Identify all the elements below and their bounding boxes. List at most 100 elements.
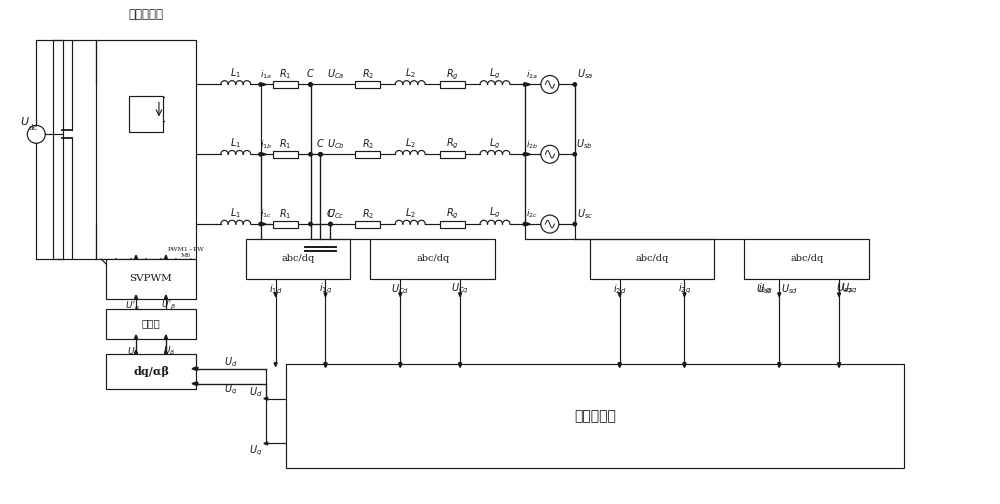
Polygon shape [399,363,402,366]
Circle shape [259,153,262,156]
Text: SVPWM: SVPWM [130,274,172,283]
Circle shape [329,222,332,226]
Polygon shape [838,293,841,297]
Text: $R_1$: $R_1$ [279,207,291,221]
Text: $i_{2q}$: $i_{2q}$ [758,282,771,296]
Text: $U_{sc}$: $U_{sc}$ [577,207,593,221]
Text: $L_2$: $L_2$ [405,206,416,220]
Polygon shape [263,83,266,86]
Polygon shape [264,397,268,400]
Bar [590,239,714,279]
Circle shape [309,83,312,86]
Circle shape [309,222,312,226]
Polygon shape [778,293,781,297]
Polygon shape [164,295,167,299]
Polygon shape [459,363,462,366]
Text: $R_1$: $R_1$ [279,68,291,81]
Polygon shape [618,363,621,366]
Bar [273,81,298,88]
Circle shape [523,83,527,86]
Polygon shape [459,364,462,367]
Text: $i_{1q}$: $i_{1q}$ [319,282,332,296]
Text: $i_{1c}$: $i_{1c}$ [260,208,272,220]
Text: 陷波器: 陷波器 [142,320,160,328]
Bar [273,221,298,228]
Text: $i_{1b}$: $i_{1b}$ [260,138,272,151]
Polygon shape [264,442,268,445]
Text: $R_2$: $R_2$ [362,138,374,151]
Text: $L_2$: $L_2$ [405,67,416,81]
Text: $U_{\alpha}$: $U_{\alpha}$ [127,345,139,358]
Bar [106,354,196,389]
Polygon shape [459,293,462,297]
Text: $U_q$: $U_q$ [224,383,237,397]
Polygon shape [683,363,686,366]
Text: dq/αβ: dq/αβ [133,366,169,376]
Bar [440,221,465,228]
Polygon shape [399,293,402,297]
Text: $L_1$: $L_1$ [230,137,241,150]
Bar [355,81,380,88]
Text: 无源控制器: 无源控制器 [574,409,616,423]
Text: $C$: $C$ [316,137,325,149]
Polygon shape [135,255,138,259]
Bar [273,151,298,158]
Bar [440,81,465,88]
Polygon shape [194,382,198,385]
Bar [370,239,495,279]
Text: $U_d$: $U_d$ [249,385,262,399]
Text: $U_{sd}$: $U_{sd}$ [781,282,798,296]
Polygon shape [527,153,530,156]
Text: $R_2$: $R_2$ [362,207,374,221]
Text: PWM1~PW: PWM1~PW [168,246,204,251]
Text: $R_2$: $R_2$ [362,68,374,81]
Text: $L_1$: $L_1$ [230,67,241,81]
Text: $R_g$: $R_g$ [446,137,459,152]
Text: $U_{Cb}$: $U_{Cb}$ [327,138,344,151]
Polygon shape [263,223,266,225]
Text: M6: M6 [181,254,191,259]
Polygon shape [683,364,686,367]
Text: $R_g$: $R_g$ [446,68,459,82]
Polygon shape [618,293,621,297]
Text: $C$: $C$ [326,207,335,219]
Text: $U_{sq}$: $U_{sq}$ [836,282,852,296]
Circle shape [309,153,312,156]
Text: $L_g$: $L_g$ [489,67,501,81]
Text: $U_{sq}$: $U_{sq}$ [841,282,857,296]
Polygon shape [135,335,138,339]
Polygon shape [192,367,196,370]
Text: $i_{2b}$: $i_{2b}$ [526,138,538,151]
Text: abc/dq: abc/dq [790,255,823,264]
Circle shape [259,222,262,226]
Polygon shape [274,293,277,297]
Text: $U_{Cd}$: $U_{Cd}$ [391,282,409,296]
Polygon shape [838,364,841,367]
Polygon shape [164,350,167,354]
Text: $L_1$: $L_1$ [230,206,241,220]
Polygon shape [527,83,530,86]
Text: $C$: $C$ [306,68,315,80]
Text: $L_g$: $L_g$ [489,206,501,220]
Text: $U_d$: $U_d$ [224,355,237,368]
Text: $i_{2c}$: $i_{2c}$ [526,208,538,220]
Text: $U_{Cq}$: $U_{Cq}$ [451,282,469,296]
Text: $U$: $U$ [20,115,30,127]
Polygon shape [192,382,196,385]
Polygon shape [194,367,198,370]
Text: abc/dq: abc/dq [635,255,669,264]
Bar [286,364,904,468]
Text: abc/dq: abc/dq [281,255,315,264]
Text: dc: dc [28,124,37,133]
Text: $U_{Ca}$: $U_{Ca}$ [327,68,344,81]
Text: $i_{2d}$: $i_{2d}$ [613,282,626,296]
Bar [106,309,196,339]
Circle shape [259,83,262,86]
Text: $R_g$: $R_g$ [446,207,459,221]
Polygon shape [399,364,402,367]
Text: $U'_{\beta}$: $U'_{\beta}$ [161,299,177,312]
Text: 三相逆变器: 三相逆变器 [128,8,163,21]
Text: $i_{1d}$: $i_{1d}$ [269,282,282,296]
Text: $i_{2a}$: $i_{2a}$ [526,68,538,81]
Bar [129,96,163,133]
